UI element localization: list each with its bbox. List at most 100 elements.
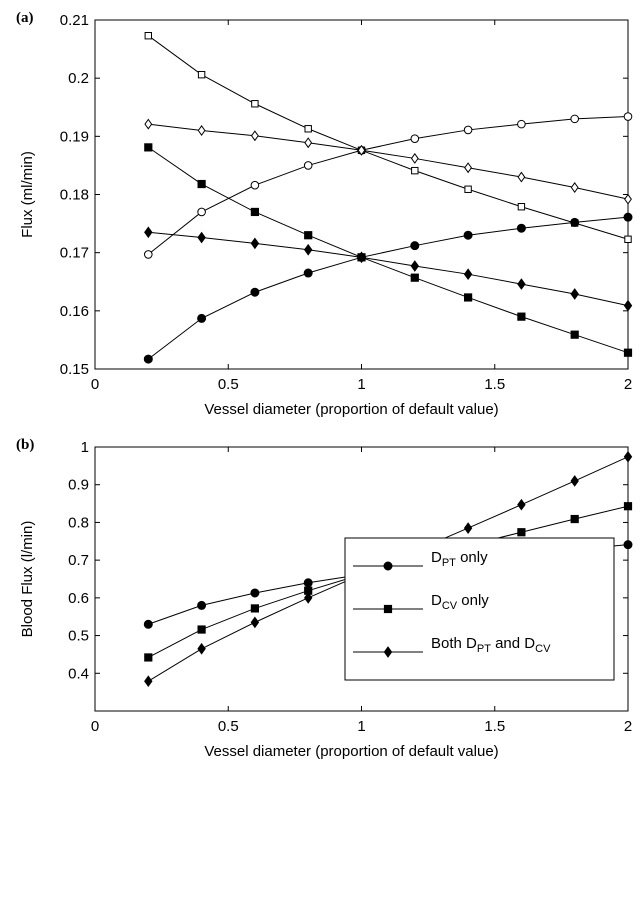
marker: [570, 514, 579, 524]
x-tick-label: 2: [624, 376, 632, 393]
marker: [144, 250, 153, 259]
x-tick-label: 2: [624, 718, 632, 735]
marker: [516, 223, 526, 233]
marker: [357, 251, 366, 264]
x-tick-label: 1: [357, 718, 365, 735]
x-tick-label: 0.5: [218, 718, 239, 735]
y-tick-label: 0.16: [60, 303, 89, 320]
marker: [303, 161, 313, 170]
plot-frame: [94, 19, 629, 370]
legend-label: Both DPT and DCV: [431, 635, 551, 655]
marker: [250, 588, 260, 598]
panel-label: (b): [16, 437, 34, 453]
marker: [464, 293, 473, 302]
x-axis-label: Vessel diameter (proportion of default v…: [204, 743, 498, 760]
marker: [463, 230, 473, 240]
marker: [304, 231, 313, 240]
marker: [623, 212, 633, 222]
marker: [517, 312, 526, 321]
legend-label: DPT only: [431, 549, 488, 569]
marker: [410, 241, 420, 251]
marker: [410, 134, 420, 143]
marker: [517, 171, 526, 183]
y-tick-label: 0.19: [60, 128, 89, 145]
marker: [410, 152, 419, 164]
y-tick-label: 0.7: [68, 552, 89, 569]
marker: [517, 528, 526, 537]
x-axis-label: Vessel diameter (proportion of default v…: [204, 401, 498, 418]
marker: [623, 299, 633, 312]
marker: [250, 207, 260, 217]
x-tick-label: 1.5: [484, 718, 505, 735]
marker: [570, 182, 579, 193]
marker: [197, 207, 206, 217]
y-tick-label: 1: [81, 439, 89, 456]
marker: [464, 162, 473, 174]
marker: [570, 217, 580, 227]
x-tick-label: 1: [357, 376, 365, 393]
marker: [303, 578, 313, 588]
marker: [197, 179, 206, 189]
y-tick-label: 0.9: [68, 477, 89, 494]
marker: [570, 288, 579, 300]
marker: [623, 540, 633, 550]
y-tick-label: 0.15: [60, 361, 89, 378]
marker: [143, 354, 153, 364]
marker: [197, 125, 206, 136]
marker: [144, 675, 153, 688]
marker: [463, 268, 473, 281]
y-tick-label: 0.18: [60, 187, 89, 204]
marker: [251, 100, 259, 108]
y-tick-label: 0.17: [60, 245, 89, 262]
y-tick-label: 0.2: [68, 70, 89, 87]
y-tick-label: 0.6: [68, 590, 89, 607]
marker: [144, 143, 153, 152]
marker: [197, 231, 206, 244]
marker: [197, 600, 207, 610]
marker: [623, 450, 633, 463]
marker: [144, 32, 153, 40]
marker: [517, 203, 526, 211]
legend-marker: [383, 561, 393, 571]
marker: [304, 137, 313, 149]
panel-label: (a): [16, 10, 34, 26]
marker: [570, 475, 579, 487]
marker: [517, 278, 526, 290]
marker: [410, 273, 419, 282]
marker: [357, 144, 366, 156]
y-tick-label: 0.8: [68, 514, 89, 531]
marker: [144, 653, 153, 662]
series-line: [148, 231, 629, 307]
x-tick-label: 0: [91, 718, 99, 735]
marker: [517, 119, 526, 129]
series-line: [147, 116, 629, 255]
y-tick-label: 0.5: [68, 628, 89, 645]
marker: [570, 114, 580, 124]
series-line: [148, 146, 629, 354]
marker: [303, 592, 313, 604]
marker: [250, 616, 260, 629]
marker: [197, 313, 207, 323]
marker: [304, 125, 312, 133]
legend-marker: [383, 646, 393, 658]
legend-label: DCV only: [431, 592, 489, 612]
marker: [197, 70, 206, 79]
marker: [463, 522, 473, 534]
y-axis-label: Blood Flux (l/min): [19, 521, 36, 638]
x-tick-label: 0: [91, 376, 99, 393]
marker: [144, 118, 153, 130]
x-tick-label: 0.5: [218, 376, 239, 393]
legend-marker: [383, 604, 393, 614]
marker: [303, 243, 313, 256]
y-axis-label: Flux (ml/min): [19, 151, 36, 238]
marker: [250, 180, 260, 190]
marker: [517, 498, 526, 511]
marker: [303, 268, 313, 278]
marker: [410, 260, 420, 272]
y-tick-label: 0.21: [60, 12, 89, 29]
marker: [463, 125, 473, 135]
marker: [623, 502, 633, 511]
marker: [197, 625, 206, 634]
